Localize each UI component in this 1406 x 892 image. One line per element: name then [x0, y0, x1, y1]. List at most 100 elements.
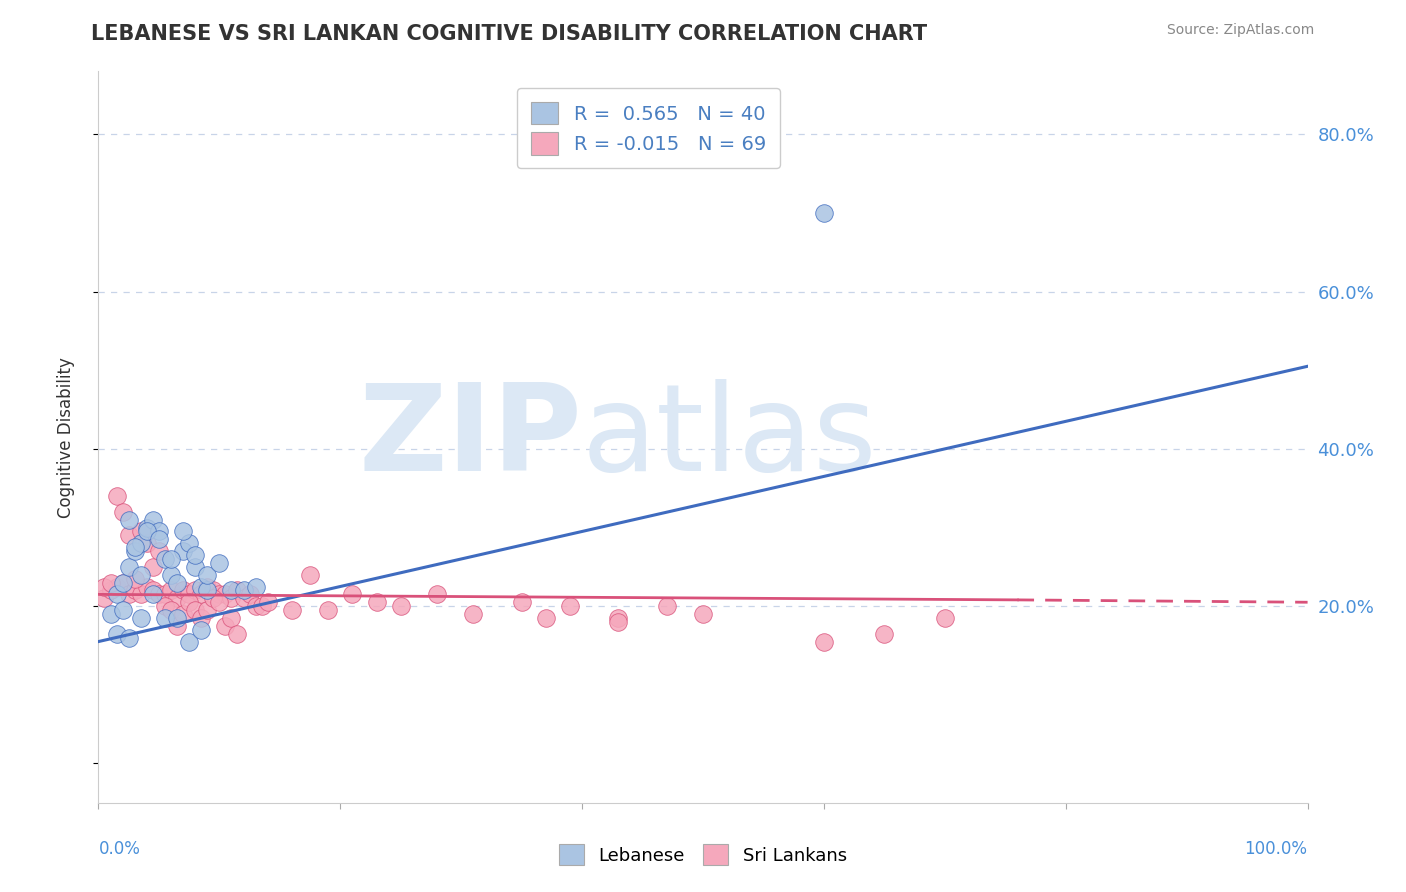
- Point: [202, 583, 225, 598]
- Point: [148, 524, 170, 539]
- Point: [426, 587, 449, 601]
- Point: [226, 626, 249, 640]
- Point: [129, 587, 152, 601]
- Point: [873, 626, 896, 640]
- Point: [190, 611, 212, 625]
- Point: [118, 587, 141, 601]
- Point: [239, 587, 262, 601]
- Point: [160, 552, 183, 566]
- Point: [934, 611, 956, 625]
- Point: [142, 513, 165, 527]
- Point: [366, 595, 388, 609]
- Point: [316, 603, 339, 617]
- Point: [221, 591, 243, 606]
- Text: LEBANESE VS SRI LANKAN COGNITIVE DISABILITY CORRELATION CHART: LEBANESE VS SRI LANKAN COGNITIVE DISABIL…: [91, 24, 928, 44]
- Point: [111, 603, 134, 617]
- Point: [118, 631, 141, 645]
- Text: ZIP: ZIP: [359, 378, 582, 496]
- Point: [208, 556, 231, 570]
- Point: [342, 587, 364, 601]
- Point: [148, 587, 170, 601]
- Point: [105, 489, 128, 503]
- Point: [655, 599, 678, 614]
- Point: [142, 559, 165, 574]
- Point: [179, 595, 201, 609]
- Point: [118, 559, 141, 574]
- Point: [510, 595, 533, 609]
- Point: [148, 544, 170, 558]
- Legend: Lebanese, Sri Lankans: Lebanese, Sri Lankans: [551, 837, 855, 872]
- Point: [160, 583, 183, 598]
- Point: [245, 599, 267, 614]
- Point: [389, 599, 412, 614]
- Point: [226, 583, 249, 598]
- Point: [221, 583, 243, 598]
- Point: [100, 575, 122, 590]
- Point: [135, 524, 157, 539]
- Point: [93, 580, 115, 594]
- Point: [534, 611, 557, 625]
- Point: [153, 587, 176, 601]
- Point: [245, 580, 267, 594]
- Point: [558, 599, 581, 614]
- Point: [105, 626, 128, 640]
- Point: [124, 540, 146, 554]
- Y-axis label: Cognitive Disability: Cognitive Disability: [56, 357, 75, 517]
- Point: [232, 583, 254, 598]
- Point: [124, 572, 146, 586]
- Text: Source: ZipAtlas.com: Source: ZipAtlas.com: [1167, 23, 1315, 37]
- Point: [190, 623, 212, 637]
- Point: [142, 583, 165, 598]
- Point: [111, 575, 134, 590]
- Point: [184, 603, 207, 617]
- Point: [184, 559, 207, 574]
- Point: [172, 583, 194, 598]
- Point: [607, 615, 630, 629]
- Point: [463, 607, 485, 621]
- Point: [184, 548, 207, 562]
- Point: [256, 595, 278, 609]
- Point: [166, 611, 188, 625]
- Point: [105, 580, 128, 594]
- Point: [135, 520, 157, 534]
- Point: [118, 513, 141, 527]
- Point: [135, 580, 157, 594]
- Point: [111, 505, 134, 519]
- Point: [208, 587, 231, 601]
- Point: [221, 611, 243, 625]
- Point: [172, 544, 194, 558]
- Point: [172, 524, 194, 539]
- Point: [118, 528, 141, 542]
- Point: [195, 580, 218, 594]
- Point: [281, 603, 304, 617]
- Point: [172, 607, 194, 621]
- Point: [179, 587, 201, 601]
- Point: [129, 611, 152, 625]
- Point: [124, 544, 146, 558]
- Text: 100.0%: 100.0%: [1244, 840, 1308, 858]
- Point: [93, 591, 115, 606]
- Point: [208, 595, 231, 609]
- Point: [607, 611, 630, 625]
- Point: [195, 603, 218, 617]
- Text: 0.0%: 0.0%: [98, 840, 141, 858]
- Point: [129, 567, 152, 582]
- Point: [190, 580, 212, 594]
- Point: [160, 603, 183, 617]
- Text: atlas: atlas: [582, 378, 877, 496]
- Point: [692, 607, 714, 621]
- Point: [179, 634, 201, 648]
- Point: [195, 567, 218, 582]
- Point: [214, 619, 236, 633]
- Point: [124, 583, 146, 598]
- Point: [813, 206, 835, 220]
- Point: [135, 536, 157, 550]
- Point: [142, 587, 165, 601]
- Point: [190, 587, 212, 601]
- Point: [100, 607, 122, 621]
- Point: [232, 591, 254, 606]
- Point: [153, 552, 176, 566]
- Point: [148, 533, 170, 547]
- Point: [111, 575, 134, 590]
- Point: [166, 591, 188, 606]
